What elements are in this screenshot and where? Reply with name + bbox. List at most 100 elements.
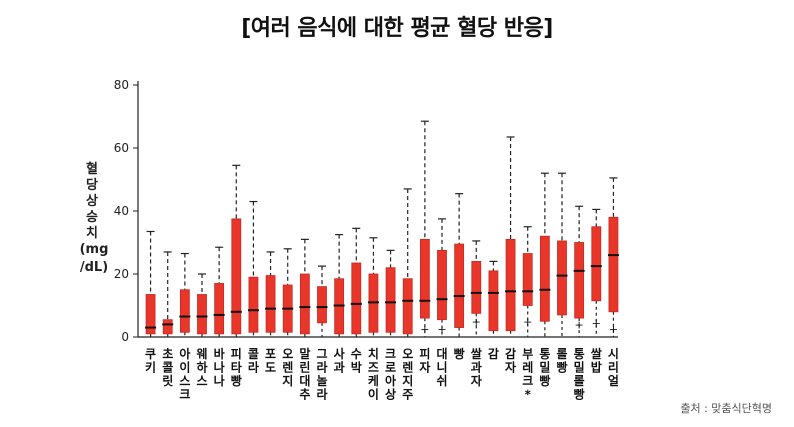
box-8 (265, 251, 277, 337)
category-label-char: 말 (299, 347, 310, 361)
box-22 (505, 136, 517, 337)
box-iqr (351, 262, 362, 335)
category-label-10: 말린대추야자 (299, 347, 310, 400)
box-19 (453, 193, 465, 337)
category-label-char: 나 (214, 360, 225, 375)
category-label-12: 사과 (334, 346, 345, 375)
category-label-char: 추 (299, 387, 310, 401)
category-label-char: 로 (385, 361, 396, 375)
category-label-char: 오 (402, 347, 413, 361)
category-label-char: 라 (248, 360, 259, 375)
category-label-char: 포 (265, 347, 276, 361)
category-label-char: 크 (179, 388, 190, 401)
box-14 (367, 237, 379, 337)
category-label-char: 밀 (574, 361, 585, 375)
y-tick-label: 60 (114, 141, 129, 155)
category-label-24: 통밀빵 (539, 346, 550, 388)
category-label-char: 도 (265, 361, 276, 375)
category-label-20: 쌀과자 (471, 347, 482, 388)
outlier-mark: + (472, 315, 481, 328)
box-4 (196, 273, 208, 337)
category-label-char: 그 (316, 347, 327, 361)
box-2 (162, 251, 174, 337)
outlier-mark: + (437, 323, 446, 336)
chart-title: [여러 음식에 대한 평균 혈당 반응] (241, 16, 553, 41)
box-iqr (539, 235, 550, 322)
outlier-mark: + (609, 323, 618, 336)
category-label-char: 아 (179, 346, 190, 361)
box-17: + (419, 120, 431, 337)
box-iqr (299, 273, 310, 335)
box-11 (316, 265, 328, 337)
category-label-char: 쿠 (145, 347, 156, 361)
box-iqr (471, 260, 482, 314)
category-label-char: 수 (351, 347, 362, 361)
outlier-mark: + (575, 318, 584, 331)
category-label-3: 아이스크림 (179, 346, 190, 400)
box-iqr (162, 319, 173, 335)
category-label-char: 오 (282, 347, 293, 361)
category-label-char: 대 (299, 374, 310, 388)
category-label-char: 하 (196, 360, 207, 375)
box-1 (145, 230, 157, 337)
category-label-char: 타 (231, 360, 242, 375)
category-label-char: 린 (299, 360, 310, 375)
category-label-char: 과 (471, 360, 482, 375)
box-iqr (197, 294, 207, 335)
category-label-18: 대니쉬 (436, 347, 447, 388)
box-iqr (231, 218, 242, 335)
box-iqr (505, 238, 516, 332)
category-label-char: 라 (316, 387, 327, 401)
box-iqr (214, 283, 225, 335)
y-label-char: 승 (86, 210, 98, 225)
category-label-char: 키 (145, 360, 156, 375)
box-5 (213, 246, 225, 337)
category-label-char: 스 (196, 374, 207, 388)
category-label-4: 웨하스 (196, 346, 207, 388)
category-label-char: 자 (505, 360, 516, 375)
box-iqr (574, 242, 585, 319)
category-label-7: 콜라 (248, 346, 259, 375)
box-7 (247, 200, 259, 337)
category-label-char: 자 (471, 373, 482, 388)
category-label-char: 통 (574, 346, 585, 361)
box-iqr (402, 278, 413, 335)
category-label-char: 초 (162, 347, 173, 361)
category-label-char: 얼 (608, 374, 619, 388)
category-label-char: 나 (214, 373, 225, 388)
category-label-22: 감자 (505, 346, 516, 375)
box-iqr (265, 275, 276, 333)
category-label-char: 케 (368, 374, 379, 388)
category-label-char: 상 (385, 387, 396, 401)
category-label-27: 쌀밥 (591, 347, 602, 375)
category-label-char: 과 (334, 360, 345, 375)
outlier-mark: + (523, 315, 532, 328)
y-label-unit: (mg (80, 242, 109, 257)
box-12 (333, 234, 345, 337)
y-tick-label: 0 (121, 330, 129, 344)
category-label-char: * (525, 388, 532, 401)
box-26: + (573, 205, 585, 337)
category-label-char: 대 (436, 347, 447, 361)
category-label-char: 롤 (574, 374, 585, 388)
box-20: + (470, 240, 482, 337)
box-iqr (454, 243, 465, 328)
box-15 (385, 249, 397, 337)
category-label-19: 빵 (454, 346, 465, 361)
box-iqr (145, 294, 156, 335)
box-23: + (522, 226, 534, 337)
category-label-13: 수박 (351, 347, 362, 375)
box-iqr (179, 289, 190, 333)
category-label-char: 콜 (248, 346, 259, 361)
category-label-28: 시리얼 (608, 347, 619, 388)
category-label-25: 롤빵 (556, 347, 567, 375)
category-label-char: 콜 (162, 360, 173, 375)
category-label-8: 포도 (265, 347, 276, 375)
category-labels: 쿠키초콜릿아이스크림웨하스바나나피타빵콜라포도오렌지말린대추야자그라놀라사과수박… (145, 346, 619, 400)
box-iqr (591, 226, 602, 302)
category-label-char: 크 (385, 347, 396, 361)
